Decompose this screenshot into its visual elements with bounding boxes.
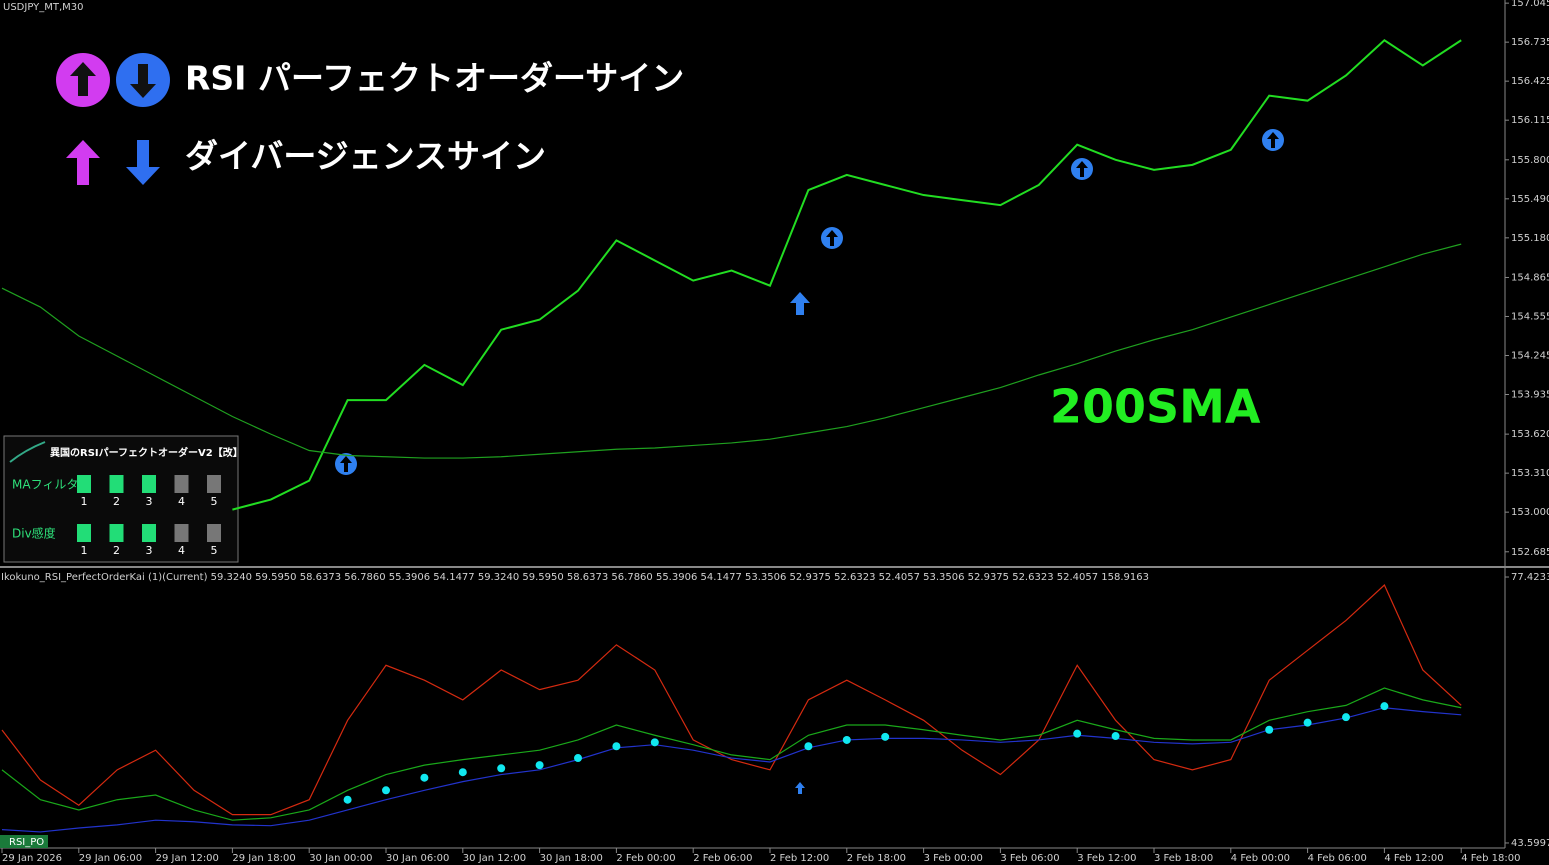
x-tick-label: 3 Feb 12:00 xyxy=(1077,853,1136,864)
y-tick-label: 157.045 xyxy=(1511,0,1549,9)
signal-dot xyxy=(1073,729,1082,738)
setting-number: 4 xyxy=(178,495,185,508)
y-tick-label: 156.735 xyxy=(1511,37,1549,48)
y-tick-label: 154.865 xyxy=(1511,272,1549,283)
setting-box xyxy=(207,524,221,542)
setting-box xyxy=(77,524,91,542)
x-tick-label: 2 Feb 18:00 xyxy=(847,853,906,864)
setting-number: 3 xyxy=(146,495,153,508)
setting-box xyxy=(109,475,124,493)
x-tick-label: 30 Jan 06:00 xyxy=(386,853,449,864)
indicator-tag-box xyxy=(0,835,48,848)
x-tick-label: 4 Feb 00:00 xyxy=(1231,853,1290,864)
y-tick-label: 154.555 xyxy=(1511,311,1549,322)
signal-dot xyxy=(382,786,390,795)
x-tick-label: 2 Feb 00:00 xyxy=(616,853,675,864)
y-tick-label: 152.685 xyxy=(1511,547,1549,558)
y-tick-label: 155.180 xyxy=(1511,233,1549,244)
symbol-title: USDJPY_MT,M30 xyxy=(3,2,84,13)
x-tick-label: 29 Jan 06:00 xyxy=(79,853,142,864)
setting-number: 5 xyxy=(211,544,218,557)
panel-logo xyxy=(9,441,46,463)
signal-dot xyxy=(842,735,851,744)
y-tick-label: 153.310 xyxy=(1511,468,1549,479)
panel-row-label: Div感度 xyxy=(12,526,56,541)
series-line xyxy=(1,707,1462,833)
x-tick-label: 4 Feb 06:00 xyxy=(1308,853,1367,864)
indicator-tag: RSI_PO xyxy=(9,837,44,848)
setting-box xyxy=(142,475,156,493)
signal-dot xyxy=(1380,702,1389,711)
signal-dot xyxy=(420,773,429,782)
series-line xyxy=(1,687,1462,821)
y-tick-label: 154.245 xyxy=(1511,350,1549,361)
series-label: 200SMA xyxy=(1050,380,1261,434)
x-tick-label: 30 Jan 18:00 xyxy=(540,853,603,864)
x-tick-label: 4 Feb 18:00 xyxy=(1461,853,1520,864)
x-tick-label: 2 Feb 12:00 xyxy=(770,853,829,864)
panel-title: 異国のRSIパーフェクトオーダーV2【改】 xyxy=(50,446,243,459)
legend-icons xyxy=(56,53,170,185)
setting-box xyxy=(174,524,189,542)
y-tick-label: 77.4233 xyxy=(1511,572,1549,583)
setting-number: 4 xyxy=(178,544,185,557)
x-tick-label: 30 Jan 00:00 xyxy=(309,853,372,864)
x-tick-label: 4 Feb 12:00 xyxy=(1384,853,1443,864)
signal-icon-arrows xyxy=(340,132,1279,472)
y-tick-label: 153.000 xyxy=(1511,507,1549,518)
signal-dot xyxy=(881,732,890,741)
setting-box xyxy=(207,475,221,493)
signal-dot xyxy=(497,764,506,773)
signal-dot xyxy=(574,754,582,763)
x-tick-label: 29 Jan 12:00 xyxy=(156,853,219,864)
y-tick-label: 156.115 xyxy=(1511,115,1549,126)
signal-dot xyxy=(612,742,621,751)
setting-number: 1 xyxy=(81,544,88,557)
signal-dot xyxy=(1265,725,1274,734)
signal-dot xyxy=(1303,718,1312,727)
annotation: ダイバージェンスサイン xyxy=(185,137,546,176)
signal-dot xyxy=(1111,732,1120,741)
x-tick-label: 3 Feb 06:00 xyxy=(1000,853,1059,864)
indicator-title: Ikokuno_RSI_PerfectOrderKai (1)(Current)… xyxy=(1,572,1149,583)
x-tick-label: 30 Jan 12:00 xyxy=(463,853,526,864)
signal-dot xyxy=(1342,713,1350,722)
setting-box xyxy=(174,475,189,493)
x-tick-label: 2 Feb 06:00 xyxy=(693,853,752,864)
setting-box xyxy=(142,524,156,542)
series-line xyxy=(1,243,1462,459)
signal-dot xyxy=(650,738,659,747)
signal-dot xyxy=(343,795,352,804)
series-line xyxy=(1,584,1462,816)
setting-box xyxy=(109,524,124,542)
y-tick-label: 156.425 xyxy=(1511,76,1549,87)
x-tick-label: 29 Jan 18:00 xyxy=(232,853,295,864)
panel-row-label: MAフィルタ xyxy=(12,478,78,492)
y-tick-label: 155.800 xyxy=(1511,155,1549,166)
signal-dot xyxy=(804,742,813,751)
y-tick-label: 153.935 xyxy=(1511,389,1549,400)
x-tick-label: 3 Feb 18:00 xyxy=(1154,853,1213,864)
x-tick-label: 3 Feb 00:00 xyxy=(924,853,983,864)
series-line xyxy=(232,39,1462,511)
setting-box xyxy=(77,475,91,493)
setting-number: 2 xyxy=(113,544,120,557)
signal-dot xyxy=(458,768,467,777)
x-tick-label: 29 Jan 2026 xyxy=(2,853,62,864)
annotation: RSI パーフェクトオーダーサイン xyxy=(185,59,684,98)
y-tick-label: 155.490 xyxy=(1511,194,1549,205)
setting-number: 1 xyxy=(81,495,88,508)
setting-number: 5 xyxy=(211,495,218,508)
setting-number: 3 xyxy=(146,544,153,557)
signal-dot xyxy=(535,761,544,770)
y-tick-label: 43.5997 xyxy=(1511,838,1549,849)
setting-number: 2 xyxy=(113,495,120,508)
y-tick-label: 153.620 xyxy=(1511,429,1549,440)
